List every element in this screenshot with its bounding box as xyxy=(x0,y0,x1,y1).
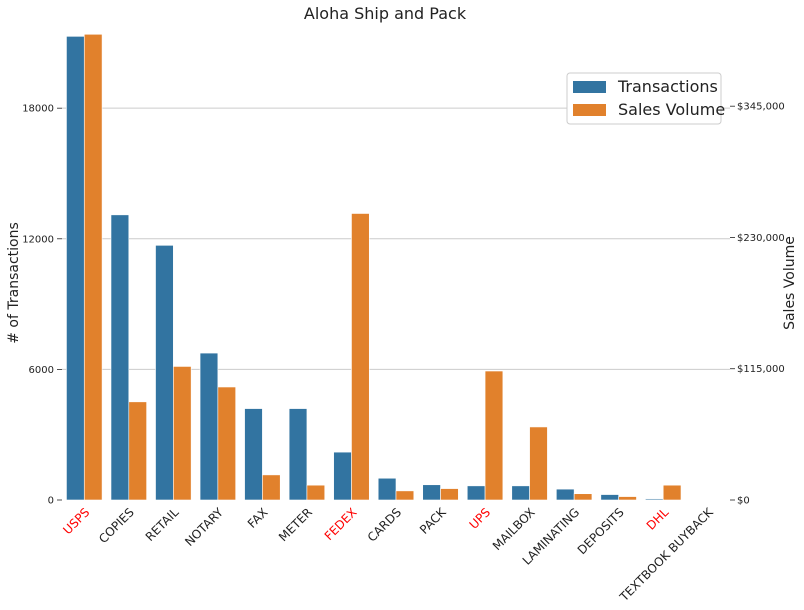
bar-sales-volume xyxy=(262,474,281,501)
bar-transactions xyxy=(333,451,352,501)
left-tick-label: 18000 xyxy=(22,104,54,115)
bar-transactions xyxy=(66,36,85,501)
bar-sales-volume xyxy=(573,493,593,501)
x-tick-label: DHL xyxy=(644,505,672,533)
x-tick-label: UPS xyxy=(467,505,494,532)
x-tick-label: COPIES xyxy=(96,505,137,546)
left-tick-label: 0 xyxy=(48,496,54,507)
bar-transactions xyxy=(556,488,575,501)
legend: Transactions Sales Volume xyxy=(566,72,725,125)
bar-transactions xyxy=(466,485,486,501)
x-tick-label: FEDEX xyxy=(322,505,360,543)
left-tick-label: 6000 xyxy=(29,365,54,376)
bars xyxy=(66,33,682,501)
bar-transactions xyxy=(422,484,441,501)
y-axis-left-label: # of Transactions xyxy=(6,222,22,344)
right-tick-label: $230,000 xyxy=(737,233,785,244)
bar-sales-volume xyxy=(395,490,415,501)
x-tick-label: DEPOSITS xyxy=(575,505,627,557)
x-tick-label: NOTARY xyxy=(182,505,226,549)
bar-transactions xyxy=(244,408,263,501)
right-tick-labels: $0 $115,000 $230,000 $345,000 xyxy=(730,102,785,507)
bar-transactions xyxy=(155,245,174,501)
bar-sales-volume xyxy=(618,496,637,501)
x-tick-label: USPS xyxy=(60,505,92,537)
x-tick-labels: USPS COPIES RETAIL NOTARY FAX METER FEDEX CARDS… xyxy=(60,504,716,604)
left-tick-label: 12000 xyxy=(22,234,54,245)
x-tick-label: CARDS xyxy=(365,505,404,544)
bar-sales-volume xyxy=(173,366,192,501)
legend-label: Sales Volume xyxy=(618,100,725,119)
bar-sales-volume xyxy=(529,426,548,501)
y-axis-right-label: Sales Volume xyxy=(782,236,798,330)
bar-sales-volume xyxy=(440,488,459,501)
left-tick-labels: 0 6000 12000 18000 xyxy=(22,104,62,507)
right-tick-label: $345,000 xyxy=(737,102,785,113)
x-tick-label: PACK xyxy=(417,504,449,536)
bar-transactions xyxy=(511,485,530,501)
legend-swatch xyxy=(573,104,606,116)
x-tick-label: METER xyxy=(276,505,315,544)
x-tick-label: RETAIL xyxy=(143,505,182,544)
bar-transactions xyxy=(600,494,619,501)
chart-title: Aloha Ship and Pack xyxy=(304,4,467,23)
bar-sales-volume xyxy=(351,213,370,501)
legend-label: Transactions xyxy=(617,77,718,96)
bar-sales-volume xyxy=(128,401,147,501)
bar-transactions xyxy=(110,214,130,501)
bar-sales-volume xyxy=(306,484,326,501)
bar-transactions xyxy=(377,477,397,501)
bar-transactions xyxy=(288,408,308,501)
bar-transactions xyxy=(645,498,664,501)
x-tick-label: FAX xyxy=(245,505,271,531)
bar-sales-volume xyxy=(83,33,103,501)
right-tick-label: $0 xyxy=(737,496,750,507)
bar-sales-volume xyxy=(217,386,236,501)
bar-sales-volume xyxy=(662,484,682,501)
bar-transactions xyxy=(199,352,219,501)
right-tick-label: $115,000 xyxy=(737,364,785,375)
bar-sales-volume xyxy=(484,370,504,501)
legend-swatch xyxy=(573,81,606,93)
